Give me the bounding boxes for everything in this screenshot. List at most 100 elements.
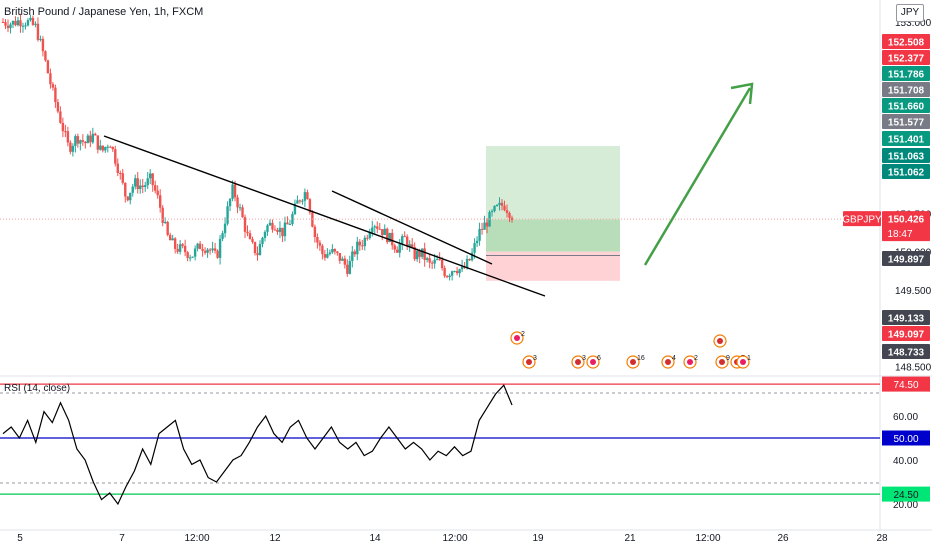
- time-axis-tick: 26: [777, 533, 789, 544]
- candle-body: [69, 142, 72, 152]
- candle-body: [221, 233, 224, 239]
- price-label-box: [882, 344, 930, 359]
- event-marker: 4: [661, 355, 676, 369]
- candle-body: [24, 25, 27, 27]
- candle-body: [266, 225, 269, 232]
- candle-body: [478, 228, 481, 241]
- candle-body: [166, 221, 169, 235]
- rsi-level-label: 74.50: [882, 376, 930, 392]
- price-label-text: 149.897: [888, 255, 925, 266]
- candle-body: [211, 248, 214, 251]
- price-label-text: 151.063: [888, 152, 925, 163]
- price-axis-tick: 153.000: [895, 18, 932, 29]
- candle-body: [139, 185, 142, 190]
- candle-body: [41, 38, 45, 52]
- price-label-149.097: 149.097: [882, 326, 930, 341]
- candle-body: [293, 203, 297, 215]
- price-axis-tick: 148.500: [895, 363, 932, 374]
- candle-body: [271, 222, 274, 230]
- candle-body: [401, 236, 404, 244]
- candle-body: [373, 226, 376, 228]
- candle-body: [410, 244, 414, 248]
- trendline-upper: [331, 190, 493, 265]
- candle-body: [348, 261, 352, 274]
- candle-body: [433, 259, 436, 264]
- candle-body: [420, 248, 424, 257]
- price-label-box: [882, 148, 930, 163]
- candle-body: [74, 136, 77, 146]
- candle-body: [460, 266, 464, 270]
- candle-body: [430, 262, 434, 264]
- event-marker-dot: [717, 338, 723, 344]
- rsi-line: [2, 384, 513, 506]
- candle-body: [44, 51, 47, 61]
- event-marker-dot: [719, 359, 725, 365]
- price-label-box: [882, 251, 930, 266]
- target-zone: [486, 146, 620, 220]
- candle-body: [346, 264, 349, 274]
- candle-body: [181, 244, 184, 246]
- candle-body: [54, 87, 57, 103]
- candle-body: [376, 226, 379, 229]
- candle-body: [168, 234, 172, 241]
- candle-body: [298, 200, 302, 202]
- candle-body: [448, 275, 451, 278]
- candle-body: [9, 24, 12, 29]
- candle-body: [505, 210, 509, 213]
- current-price-box: [882, 211, 930, 242]
- candle-body: [358, 241, 361, 246]
- candle-body: [495, 204, 499, 206]
- event-count-label: 9: [726, 355, 730, 362]
- candle-body: [381, 229, 384, 236]
- candle-body: [116, 163, 119, 173]
- candle-body: [435, 259, 439, 261]
- candle-body: [106, 146, 109, 148]
- candle-body: [89, 135, 92, 143]
- time-axis-tick: 12:00: [442, 533, 467, 544]
- candle-body: [483, 222, 486, 230]
- candle-body: [206, 249, 209, 253]
- price-label-151.401: 151.401: [882, 131, 930, 146]
- event-count-label: 2: [521, 331, 525, 338]
- candle-body: [149, 173, 152, 179]
- candle-body: [19, 20, 22, 27]
- candle-body: [248, 233, 252, 240]
- candle-body: [361, 245, 364, 247]
- price-label-text: 149.097: [888, 330, 925, 341]
- candle-body: [368, 232, 371, 239]
- price-label-box: [882, 114, 930, 129]
- currency-label[interactable]: JPY: [896, 4, 924, 22]
- rsi-level-label-box: [882, 486, 930, 502]
- price-label-149.133: 149.133: [882, 310, 930, 325]
- candle-body: [283, 222, 287, 237]
- candle-body: [278, 227, 282, 232]
- candle-body: [4, 22, 7, 26]
- stop-zone: [486, 251, 620, 281]
- candle-body: [268, 222, 272, 226]
- current-price-text: 150.426: [888, 215, 925, 226]
- price-label-151.063: 151.063: [882, 148, 930, 163]
- time-axis-tick: 12:00: [695, 533, 720, 544]
- candle-body: [243, 217, 247, 232]
- candle-body: [79, 140, 82, 144]
- event-count-label: 3: [582, 355, 586, 362]
- candle-body: [146, 178, 149, 186]
- candle-body: [316, 237, 319, 243]
- candle-body: [154, 185, 157, 191]
- candle-body: [393, 245, 396, 250]
- candle-body: [31, 17, 35, 25]
- price-label-text: 151.786: [888, 70, 925, 81]
- price-label-text: 151.577: [888, 118, 925, 129]
- event-marker: 2: [510, 331, 525, 345]
- candle-body: [465, 258, 469, 268]
- candle-body: [223, 223, 227, 234]
- candle-body: [29, 17, 32, 21]
- candle-body: [39, 38, 42, 40]
- candle-body: [228, 198, 232, 207]
- price-label-149.897: 149.897: [882, 251, 930, 266]
- candle-body: [183, 245, 187, 253]
- candle-body: [308, 199, 312, 213]
- candle-body: [173, 238, 177, 249]
- candle-body: [366, 237, 369, 239]
